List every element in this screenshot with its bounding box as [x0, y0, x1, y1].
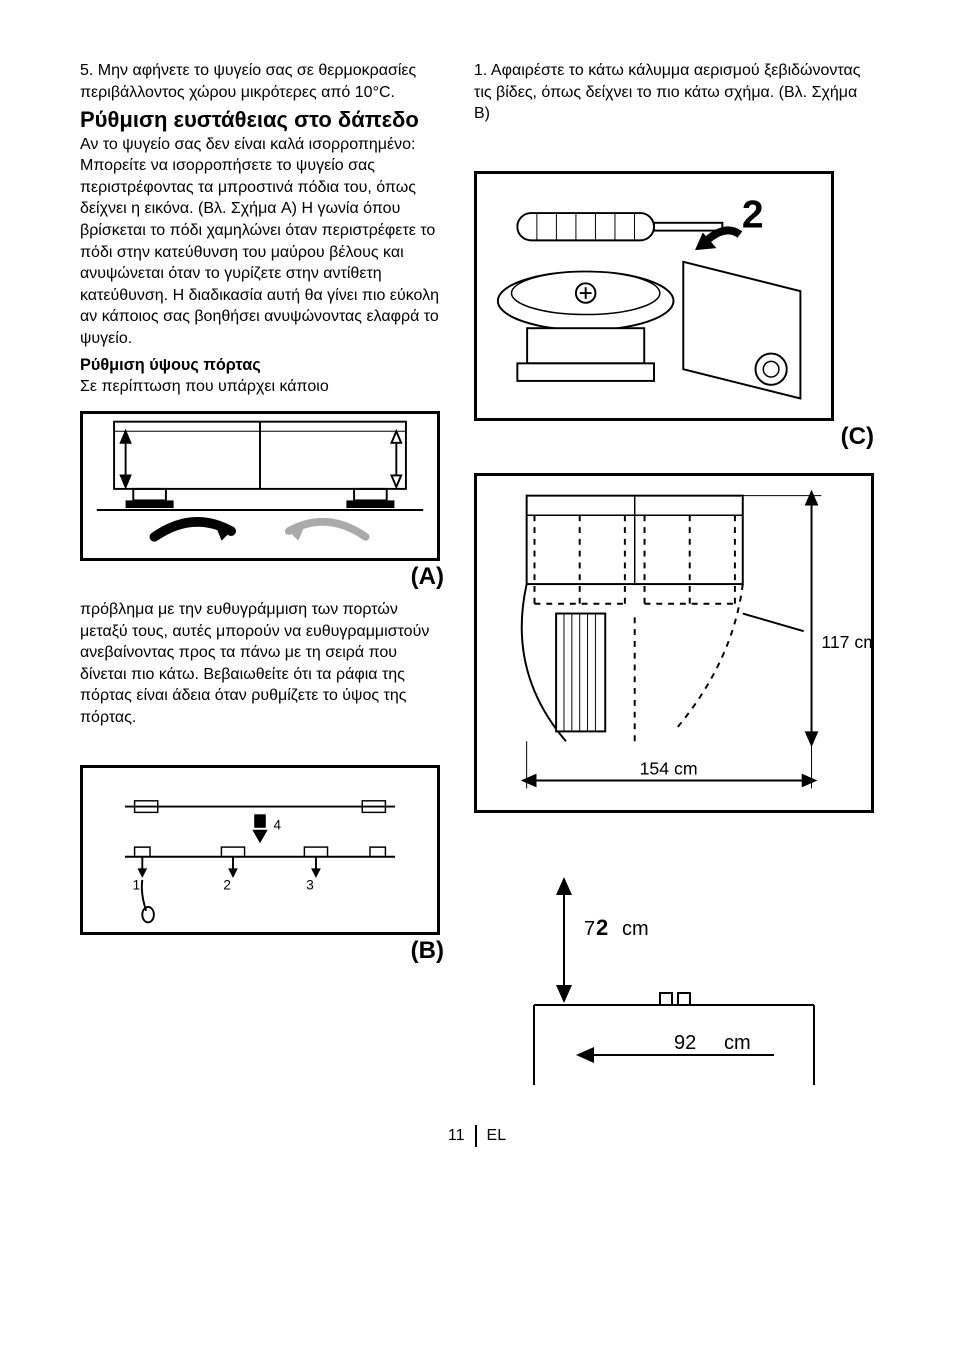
dimension-154-label: 154 cm	[640, 758, 698, 778]
footer-divider	[475, 1125, 477, 1147]
dimension-72-num: 7	[584, 918, 595, 940]
figure-c-callout-2: 2	[742, 193, 764, 236]
figure-a-wrapper: (A)	[80, 405, 444, 599]
dimension-92-num: 92	[674, 1032, 696, 1054]
paragraph-door-intro: Σε περίπτωση που υπάρχει κάποιο	[80, 376, 444, 398]
page-content: 5. Μην αφήνετε το ψυγείο σας σε θερμοκρα…	[80, 60, 874, 1095]
figure-b-callout-2: 2	[223, 877, 231, 892]
paragraph-remove-cover: 1. Αφαιρέστε το κάτω κάλυμμα αερισμού ξε…	[474, 60, 874, 125]
dimension-92-unit: cm	[724, 1032, 751, 1054]
figure-c-wrapper: 2 (C)	[474, 165, 874, 459]
page-footer: 11 EL	[80, 1125, 874, 1147]
dimension-72-num-2: 2	[596, 915, 608, 940]
paragraph-5-warning: 5. Μην αφήνετε το ψυγείο σας σε θερμοκρα…	[80, 60, 444, 103]
figure-b-wrapper: 4 1 2 3	[80, 759, 444, 973]
figure-a-label: (A)	[80, 563, 444, 591]
subheading-door-height: Ρύθμιση ύψους πόρτας	[80, 354, 444, 376]
paragraph-door-continued: πρόβλημα με την ευθυγράμμιση των πορτών …	[80, 599, 444, 729]
figure-b-callout-4: 4	[274, 817, 282, 832]
dimension-72-unit: cm	[622, 918, 649, 940]
page-language: EL	[487, 1127, 507, 1145]
figure-b-label: (B)	[80, 937, 444, 965]
figure-a-svg	[80, 411, 440, 561]
heading-floor-stability: Ρύθμιση ευστάθειας στο δάπεδο	[80, 107, 444, 133]
page-number: 11	[448, 1127, 465, 1145]
dimension-117-label: 117 cm	[821, 632, 874, 652]
figure-b-callout-1: 1	[133, 877, 141, 892]
right-column: 1. Αφαιρέστε το κάτω κάλυμμα αερισμού ξε…	[474, 60, 874, 1095]
figure-c-svg: 2	[474, 171, 834, 421]
left-column: 5. Μην αφήνετε το ψυγείο σας σε θερμοκρα…	[80, 60, 444, 1095]
dimensions-1-svg: 117 cm 154 cm	[474, 473, 874, 813]
figure-dimensions-2: 7 2 cm 92 cm	[474, 865, 874, 1095]
paragraph-balance-instructions: Μπορείτε να ισορροπήσετε το ψυγείο σας π…	[80, 155, 444, 349]
figure-b-callout-3: 3	[306, 877, 314, 892]
dimensions-2-svg: 7 2 cm 92 cm	[474, 865, 854, 1095]
paragraph-balance-intro: Αν το ψυγείο σας δεν είναι καλά ισορροπη…	[80, 134, 444, 156]
figure-c-label: (C)	[474, 423, 874, 451]
figure-dimensions-1: 117 cm 154 cm	[474, 467, 874, 815]
figure-b-svg: 4 1 2 3	[80, 765, 440, 935]
